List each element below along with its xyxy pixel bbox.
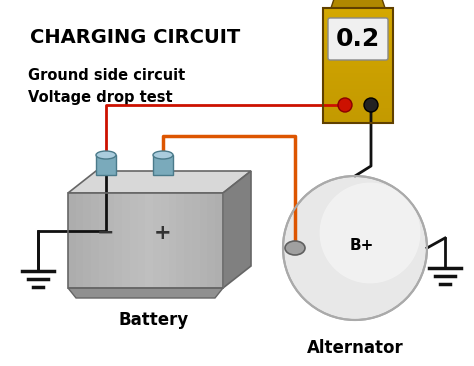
Bar — [323, 61, 393, 67]
Bar — [91, 193, 100, 288]
Bar — [323, 8, 393, 13]
Circle shape — [283, 176, 427, 320]
Bar — [153, 193, 162, 288]
Polygon shape — [68, 171, 251, 193]
Polygon shape — [331, 0, 385, 8]
Bar — [323, 54, 393, 59]
Wedge shape — [283, 176, 355, 320]
Circle shape — [338, 98, 352, 112]
Circle shape — [319, 183, 420, 283]
Bar — [323, 35, 393, 40]
Text: Ground side circuit: Ground side circuit — [28, 68, 185, 83]
Bar — [107, 193, 116, 288]
Text: Battery: Battery — [119, 311, 189, 329]
Text: CHARGING CIRCUIT: CHARGING CIRCUIT — [30, 28, 240, 47]
Bar — [176, 193, 185, 288]
Bar — [83, 193, 92, 288]
Text: B+: B+ — [350, 239, 374, 254]
Bar — [96, 155, 116, 175]
Bar — [208, 193, 216, 288]
Bar — [323, 27, 393, 32]
Bar — [323, 19, 393, 24]
Bar — [323, 73, 393, 78]
Bar — [323, 23, 393, 28]
Bar — [146, 193, 154, 288]
Text: −: − — [97, 223, 115, 243]
Bar — [323, 108, 393, 112]
Bar — [323, 119, 393, 124]
Bar — [323, 85, 393, 90]
Text: 0.2: 0.2 — [336, 27, 380, 51]
Polygon shape — [223, 171, 251, 288]
Bar — [161, 193, 170, 288]
Bar — [215, 193, 224, 288]
Bar — [68, 193, 77, 288]
Bar — [76, 193, 84, 288]
Bar — [323, 42, 393, 47]
Bar — [323, 104, 393, 109]
Circle shape — [364, 98, 378, 112]
Ellipse shape — [96, 151, 116, 159]
Bar — [323, 81, 393, 86]
Polygon shape — [68, 288, 223, 298]
Bar — [122, 193, 131, 288]
Bar — [323, 89, 393, 93]
Text: +: + — [154, 223, 172, 243]
Bar — [153, 155, 173, 175]
Bar — [323, 96, 393, 101]
Bar — [323, 31, 393, 36]
Bar — [184, 193, 193, 288]
Text: Voltage drop test: Voltage drop test — [28, 90, 173, 105]
Bar — [323, 50, 393, 55]
Bar — [323, 12, 393, 17]
Bar — [323, 58, 393, 63]
Bar — [323, 100, 393, 105]
Bar — [323, 77, 393, 82]
Bar — [99, 193, 108, 288]
Bar — [323, 112, 393, 116]
Bar — [323, 16, 393, 20]
Ellipse shape — [153, 151, 173, 159]
Bar — [115, 193, 123, 288]
Bar — [68, 193, 223, 288]
FancyBboxPatch shape — [328, 18, 388, 60]
Bar — [323, 39, 393, 44]
Bar — [323, 8, 393, 123]
Ellipse shape — [285, 241, 305, 255]
Bar — [323, 46, 393, 51]
Bar — [130, 193, 139, 288]
Text: Alternator: Alternator — [307, 339, 403, 357]
Bar — [138, 193, 146, 288]
Bar — [323, 69, 393, 74]
Bar — [192, 193, 201, 288]
Bar — [323, 92, 393, 97]
Bar — [169, 193, 177, 288]
Bar — [323, 66, 393, 70]
Bar — [200, 193, 209, 288]
Bar — [323, 115, 393, 120]
